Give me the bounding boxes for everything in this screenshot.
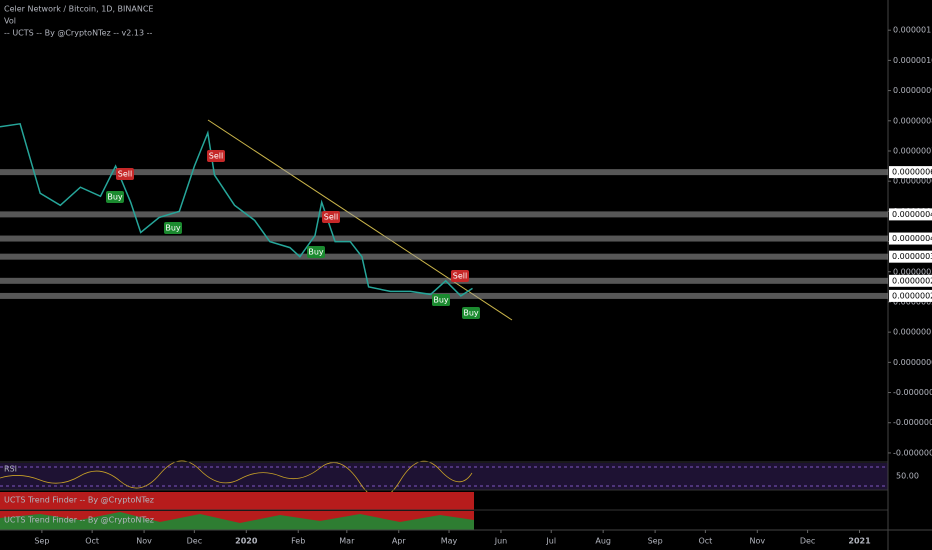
level-band	[0, 211, 888, 218]
rsi-label: RSI	[4, 465, 17, 474]
y-tick-label: 0.00000100	[893, 56, 932, 65]
x-tick-label: Aug	[595, 537, 611, 546]
x-tick-label: May	[441, 537, 458, 546]
price-tag-label: 0.00000027	[892, 276, 932, 285]
price-line	[0, 122, 473, 297]
x-tick-label: Dec	[800, 537, 815, 546]
x-tick-label: Sep	[34, 537, 49, 546]
rsi-line	[0, 460, 473, 499]
y-tick-label: 0.00000060	[893, 177, 932, 186]
signal-label: Sell	[453, 272, 467, 281]
x-tick-label: Oct	[85, 537, 99, 546]
y-tick-label: -0.00000030	[893, 448, 932, 457]
y-tick-label: 0.00000070	[893, 146, 932, 155]
price-tag-label: 0.00000035	[892, 252, 932, 261]
signal-label: Buy	[433, 296, 449, 305]
price-tag	[889, 166, 932, 179]
signal-badge	[462, 307, 480, 319]
price-tag	[889, 232, 932, 245]
x-tick-label: Feb	[291, 537, 305, 546]
trend-fill	[0, 512, 474, 530]
y-tick-label: 0.00000110	[893, 26, 932, 35]
x-tick-label: 2020	[235, 537, 258, 546]
level-band	[0, 277, 888, 284]
y-tick-label: 0.00000010	[893, 328, 932, 337]
signal-badge	[164, 222, 182, 234]
rsi-level-label: 50.00	[896, 472, 919, 481]
signal-badge	[207, 150, 225, 162]
indicator-label: -- UCTS -- By @CryptoNTez -- v2.13 --	[4, 29, 153, 38]
x-tick-label: Nov	[750, 537, 766, 546]
signal-label: Sell	[209, 152, 223, 161]
signal-badge	[322, 211, 340, 223]
trend-line	[207, 119, 513, 321]
signal-badge	[451, 270, 469, 282]
volume-label: Vol	[4, 17, 16, 26]
price-tag	[889, 250, 932, 263]
signal-label: Buy	[107, 193, 123, 202]
signal-label: Sell	[118, 170, 132, 179]
signal-label: Buy	[463, 309, 479, 318]
y-tick-label: -0.00000010	[893, 388, 932, 397]
x-tick-label: Dec	[187, 537, 202, 546]
price-tag	[889, 289, 932, 302]
price-tag-label: 0.00000041	[892, 234, 932, 243]
y-tick-label: 0.00000000	[893, 358, 932, 367]
price-tag-label: 0.00000022	[892, 291, 932, 300]
y-tick-label: 0.00000090	[893, 86, 932, 95]
y-tick-label: 0.00000030	[893, 267, 932, 276]
signal-badge	[116, 168, 134, 180]
signal-badge	[432, 294, 450, 306]
x-tick-label: 2021	[848, 537, 871, 546]
signal-label: Sell	[324, 213, 338, 222]
x-tick-label: Mar	[339, 537, 355, 546]
level-band	[0, 169, 888, 176]
y-tick-label: 0.00000080	[893, 116, 932, 125]
x-tick-label: Sep	[648, 537, 663, 546]
price-tag	[889, 274, 932, 287]
signal-badge	[106, 191, 124, 203]
y-tick-label: 0.00000020	[893, 297, 932, 306]
trend-panel-label: UCTS Trend Finder -- By @CryptoNTez	[4, 516, 154, 525]
trend-panel-label: UCTS Trend Finder -- By @CryptoNTez	[4, 496, 154, 505]
x-tick-label: Jun	[494, 537, 508, 546]
y-tick-label: -0.00000020	[893, 418, 932, 427]
level-band	[0, 253, 888, 260]
signal-label: Buy	[165, 224, 181, 233]
x-tick-label: Apr	[392, 537, 407, 546]
x-tick-label: Jul	[545, 537, 556, 546]
price-tag-label: 0.00000063	[892, 168, 932, 177]
x-tick-label: Oct	[698, 537, 712, 546]
level-band	[0, 235, 888, 242]
price-tag	[889, 208, 932, 221]
chart-title: Celer Network / Bitcoin, 1D, BINANCE	[4, 5, 153, 14]
x-tick-label: Nov	[136, 537, 152, 546]
trend-bar	[0, 492, 474, 510]
signal-badge	[307, 246, 325, 258]
price-tag-label: 0.00000049	[892, 210, 932, 219]
signal-label: Buy	[308, 248, 324, 257]
